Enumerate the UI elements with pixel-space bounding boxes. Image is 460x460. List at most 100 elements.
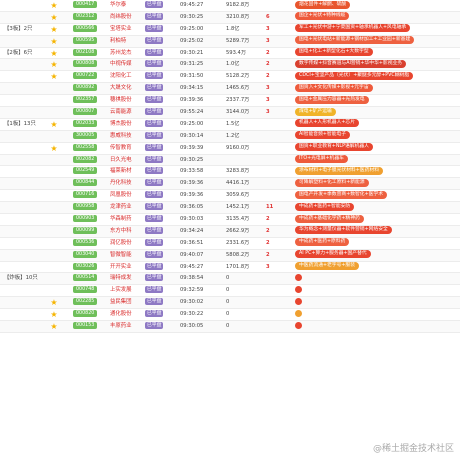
star-icon[interactable] bbox=[49, 95, 59, 107]
star-icon[interactable] bbox=[49, 238, 59, 250]
stock-code[interactable]: 300005 bbox=[73, 131, 103, 143]
stock-name[interactable]: 瑞特成发 bbox=[110, 275, 132, 282]
stock-code[interactable]: 000903 bbox=[73, 214, 103, 226]
table-row[interactable]: 【3板】2只 ★ 000566 宝塔实业 已平盘 09:25:00 1.8亿 3 军工+光伏中游… bbox=[0, 23, 460, 36]
star-icon[interactable]: ★ bbox=[50, 24, 58, 34]
stock-name[interactable]: 华森制药 bbox=[110, 216, 132, 223]
stock-name[interactable]: 东方中科 bbox=[110, 227, 132, 234]
stock-code-badge[interactable]: 002033 bbox=[73, 119, 98, 127]
stock-name[interactable]: 惠威科技 bbox=[110, 132, 132, 139]
stock-name[interactable]: 智微智能 bbox=[110, 251, 132, 258]
stock-code[interactable]: 003040 bbox=[73, 250, 103, 262]
stock-name[interactable]: 日久光电 bbox=[110, 156, 132, 163]
table-row[interactable]: 002082 日久光电 已平盘 09:30:25 ITO+光电屏+机器车 bbox=[0, 154, 460, 167]
stock-code-badge[interactable]: 002312 bbox=[73, 12, 98, 20]
table-row[interactable]: 000716 凤凰股份 已平盘 09:39:36 3059.6万 国电产开发+季数营商+数… bbox=[0, 190, 460, 203]
stock-code-badge[interactable]: 000807 bbox=[73, 108, 98, 116]
stock-code[interactable]: 000892 bbox=[73, 83, 103, 95]
star-icon[interactable] bbox=[49, 214, 59, 226]
stock-code-badge[interactable]: 000820 bbox=[73, 310, 98, 318]
star-icon[interactable] bbox=[49, 273, 59, 285]
stock-code[interactable]: 000514 bbox=[73, 273, 103, 285]
stock-name[interactable]: 润亿股份 bbox=[110, 239, 132, 246]
table-row[interactable]: ★ 002285 益民集团 已平盘 09:30:02 0 bbox=[0, 297, 460, 310]
stock-code-badge[interactable]: 000958 bbox=[73, 203, 98, 211]
stock-name[interactable]: 开开实业 bbox=[110, 263, 132, 270]
table-row[interactable]: 【2板】6只 ★ 002108 苏州龙杰 已平盘 09:30:21 593.4万 2 国电+化工… bbox=[0, 47, 460, 60]
star-icon[interactable] bbox=[49, 262, 59, 274]
stock-code-badge[interactable]: 002549 bbox=[73, 167, 98, 175]
stock-name[interactable]: 苏州龙杰 bbox=[110, 49, 132, 56]
stock-code[interactable]: 002558 bbox=[73, 143, 103, 155]
star-icon[interactable]: ★ bbox=[50, 36, 58, 46]
stock-code-badge[interactable]: 000536 bbox=[73, 238, 98, 246]
stock-name[interactable]: 丰原药业 bbox=[110, 323, 132, 330]
stock-name[interactable]: 尚纬股份 bbox=[110, 13, 132, 20]
table-row[interactable]: ★ 000417 华尔泰 已平盘 09:45:27 9182.8万 烟花固件+解酮、硫酸 bbox=[0, 0, 460, 12]
stock-name[interactable]: 博杰股份 bbox=[110, 120, 132, 127]
star-icon[interactable]: ★ bbox=[50, 48, 58, 58]
stock-code-badge[interactable]: 000716 bbox=[73, 191, 98, 199]
table-row[interactable]: 000536 润亿股份 已平盘 09:36:51 2331.6万 2 中成药+医药+原料药 bbox=[0, 237, 460, 250]
stock-code[interactable]: 000716 bbox=[73, 190, 103, 202]
stock-name[interactable]: 沈阳化工 bbox=[110, 73, 132, 80]
stock-name[interactable]: 凤凰股份 bbox=[110, 192, 132, 199]
stock-name[interactable]: 福莱新材 bbox=[110, 168, 132, 175]
star-icon[interactable] bbox=[49, 285, 59, 297]
stock-code[interactable]: 000807 bbox=[73, 107, 103, 119]
stock-code[interactable]: 000536 bbox=[73, 238, 103, 250]
star-icon[interactable] bbox=[49, 202, 59, 214]
stock-name[interactable]: 上实发展 bbox=[110, 287, 132, 294]
star-icon[interactable] bbox=[49, 83, 59, 95]
stock-name[interactable]: 大晟文化 bbox=[110, 85, 132, 92]
stock-code-badge[interactable]: 000566 bbox=[73, 24, 98, 32]
star-icon[interactable]: ★ bbox=[50, 12, 58, 22]
stock-code[interactable]: 000844 bbox=[73, 178, 103, 190]
table-row[interactable]: 000748 上实发展 已平盘 09:32:59 0 bbox=[0, 285, 460, 298]
table-row[interactable]: 000903 华森制药 已平盘 09:30:03 3135.4万 2 中成药+基础化学药+精… bbox=[0, 214, 460, 226]
star-icon[interactable] bbox=[49, 226, 59, 238]
star-icon[interactable]: ★ bbox=[50, 143, 58, 153]
table-row[interactable]: ★ 002558 传智教育 已平盘 09:39:39 9160.0万 国资+职业教育+NLP… bbox=[0, 142, 460, 155]
stock-code[interactable]: 000808 bbox=[73, 59, 103, 71]
stock-code[interactable]: 002312 bbox=[73, 12, 103, 24]
star-icon[interactable] bbox=[49, 107, 59, 119]
table-row[interactable]: 000958 龙津药业 已平盘 09:36:05 1452.1万 11 中成药+医药+智能安… bbox=[0, 202, 460, 215]
stock-code-badge[interactable]: 000595 bbox=[73, 36, 98, 44]
star-icon[interactable] bbox=[49, 131, 59, 143]
stock-name[interactable]: 云南能源 bbox=[110, 109, 132, 116]
star-icon[interactable]: ★ bbox=[50, 72, 58, 82]
stock-code-badge[interactable]: 002285 bbox=[73, 298, 98, 306]
stock-code[interactable]: 000566 bbox=[73, 24, 103, 36]
stock-name[interactable]: 华尔泰 bbox=[110, 2, 127, 8]
star-icon[interactable] bbox=[49, 190, 59, 202]
stock-code[interactable]: 002033 bbox=[73, 119, 103, 131]
star-icon[interactable]: ★ bbox=[50, 322, 58, 332]
star-icon[interactable]: ★ bbox=[50, 310, 58, 320]
stock-code-badge[interactable]: 000808 bbox=[73, 60, 98, 68]
stock-code[interactable]: 002082 bbox=[73, 155, 103, 167]
table-row[interactable]: 003040 智微智能 已平盘 09:40:07 5808.2万 2 AI PC+算力+服务… bbox=[0, 249, 460, 262]
table-row[interactable]: ★ 000595 利柏特 已平盘 09:25:02 5289.7万 3 国电+光伏电站+新能源… bbox=[0, 35, 460, 48]
stock-code[interactable]: 000417 bbox=[73, 0, 103, 12]
table-row[interactable]: 002549 福莱新材 已平盘 09:33:58 3283.8万 涂布材料+电子膜光伏材料… bbox=[0, 166, 460, 179]
table-row[interactable]: 000844 丹化科技 已平盘 09:39:36 4416.1万 可降解塑料+化工原料+新… bbox=[0, 178, 460, 191]
stock-code-badge[interactable]: 000153 bbox=[73, 322, 98, 330]
stock-code[interactable]: 000099 bbox=[73, 226, 103, 238]
table-row[interactable]: 000892 大晟文化 已平盘 09:34:15 1465.6万 3 国资入+文化传媒+影视… bbox=[0, 83, 460, 96]
stock-name[interactable]: 龙津药业 bbox=[110, 204, 132, 211]
table-row[interactable]: 000807 云南能源 已平盘 09:55:24 3144.0万 3 煤电+矿产运输 bbox=[0, 107, 460, 119]
table-row[interactable]: 300005 惠威科技 已平盘 09:30:14 1.2亿 AI智能音频+智能电子 bbox=[0, 130, 460, 143]
stock-name[interactable]: 益民集团 bbox=[110, 299, 132, 306]
stock-code[interactable]: 000153 bbox=[73, 321, 103, 333]
star-icon[interactable] bbox=[49, 250, 59, 262]
stock-code[interactable]: 002108 bbox=[73, 48, 103, 60]
stock-code-badge[interactable]: 000722 bbox=[73, 72, 98, 80]
stock-code[interactable]: 002549 bbox=[73, 166, 103, 178]
stock-code-badge[interactable]: 002357 bbox=[73, 96, 98, 104]
table-row[interactable]: 002357 穗祺股份 已平盘 09:39:36 2337.7万 3 国电+金属压力容器+光… bbox=[0, 95, 460, 108]
stock-code-badge[interactable]: 000892 bbox=[73, 84, 98, 92]
star-icon[interactable]: ★ bbox=[50, 60, 58, 70]
stock-code-badge[interactable]: 003040 bbox=[73, 250, 98, 258]
stock-name[interactable]: 宝塔实业 bbox=[110, 25, 132, 32]
